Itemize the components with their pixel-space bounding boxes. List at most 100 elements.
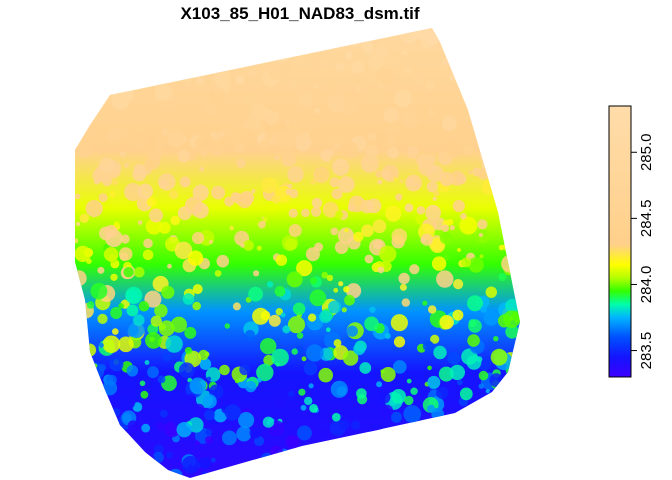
canopy-blob — [176, 422, 192, 438]
canopy-blob — [248, 286, 263, 302]
canopy-blob — [285, 123, 293, 131]
canopy-blob — [311, 206, 322, 217]
canopy-blob — [258, 220, 266, 229]
canopy-blob — [303, 361, 318, 376]
canopy-blob — [211, 185, 226, 200]
canopy-blob — [158, 173, 176, 191]
canopy-blob — [443, 254, 450, 261]
canopy-blob — [133, 314, 145, 327]
canopy-blob — [441, 115, 457, 131]
canopy-blob — [245, 380, 257, 393]
canopy-blob — [313, 166, 330, 184]
canopy-blob — [239, 364, 251, 376]
canopy-blob — [154, 304, 168, 318]
canopy-blob — [156, 422, 166, 431]
canopy-blob — [181, 455, 200, 474]
canopy-blob — [461, 257, 472, 268]
canopy-blob — [256, 377, 262, 383]
canopy-blob — [453, 279, 464, 290]
canopy-blob — [210, 143, 223, 156]
canopy-blob — [86, 301, 95, 309]
canopy-blob — [308, 383, 314, 389]
canopy-blob — [399, 283, 407, 291]
canopy-blob — [422, 107, 428, 113]
canopy-blob — [330, 380, 348, 398]
canopy-blob — [383, 107, 400, 124]
canopy-blob — [177, 149, 190, 163]
canopy-blob — [483, 310, 499, 326]
canopy-blob — [170, 316, 187, 333]
legend-colorbar — [608, 105, 632, 378]
canopy-blob — [128, 321, 145, 339]
canopy-blob — [238, 412, 255, 429]
canopy-blob — [287, 166, 304, 183]
canopy-blob — [353, 343, 366, 356]
canopy-blob — [365, 144, 379, 158]
canopy-blob — [266, 281, 274, 288]
canopy-blob — [165, 335, 183, 353]
canopy-blob — [314, 108, 321, 114]
canopy-blob — [86, 258, 92, 265]
canopy-blob — [188, 417, 204, 433]
canopy-blob — [266, 133, 280, 146]
canopy-blob — [285, 118, 290, 123]
canopy-blob — [375, 170, 383, 178]
canopy-blob — [493, 336, 499, 342]
canopy-blob — [407, 125, 422, 140]
canopy-blob — [442, 58, 449, 66]
canopy-blob — [158, 221, 171, 234]
canopy-blob — [407, 178, 416, 187]
canopy-blob — [150, 315, 162, 327]
canopy-blob — [109, 357, 124, 372]
canopy-blob — [112, 328, 119, 335]
canopy-blob — [152, 451, 164, 463]
canopy-blob — [259, 140, 270, 150]
canopy-blob — [105, 229, 123, 248]
canopy-blob — [236, 426, 252, 442]
canopy-blob — [498, 244, 505, 251]
canopy-blob — [326, 274, 334, 282]
canopy-blob — [195, 440, 200, 446]
canopy-blob — [387, 147, 399, 159]
canopy-blob — [393, 60, 399, 65]
canopy-blob — [224, 323, 230, 329]
canopy-blob — [144, 137, 159, 151]
canopy-blob — [235, 123, 244, 131]
canopy-blob — [236, 192, 253, 209]
canopy-blob — [147, 366, 159, 379]
canopy-blob — [75, 145, 80, 153]
canopy-blob — [90, 282, 108, 300]
canopy-blob — [364, 316, 379, 332]
canopy-blob — [411, 28, 429, 40]
canopy-blob — [390, 314, 408, 332]
canopy-blob — [139, 380, 146, 387]
canopy-blob — [478, 232, 483, 238]
canopy-blob — [322, 201, 339, 218]
canopy-blob — [443, 92, 456, 105]
canopy-blob — [97, 266, 105, 274]
canopy-blob — [192, 231, 205, 245]
canopy-blob — [423, 41, 430, 48]
canopy-blob — [112, 179, 118, 186]
canopy-blob — [111, 91, 130, 110]
canopy-blob — [393, 336, 406, 348]
canopy-blob — [326, 327, 331, 333]
canopy-blob — [338, 176, 355, 193]
canopy-blob — [195, 77, 205, 86]
canopy-blob — [420, 237, 427, 243]
canopy-blob — [411, 154, 417, 160]
canopy-blob — [296, 332, 304, 339]
canopy-blob — [75, 238, 79, 244]
legend-ticks: 283.5 284.0 284.5 285.0 — [631, 133, 655, 369]
canopy-blob — [468, 257, 484, 273]
canopy-blob — [449, 170, 465, 186]
canopy-blob — [192, 301, 201, 311]
canopy-blob — [355, 198, 363, 206]
canopy-blob — [404, 203, 414, 213]
canopy-blob — [443, 141, 461, 159]
canopy-blob — [328, 300, 342, 314]
canopy-blob — [367, 54, 384, 71]
canopy-blob — [343, 286, 350, 293]
canopy-blob — [478, 383, 484, 389]
canopy-blob — [459, 387, 473, 401]
